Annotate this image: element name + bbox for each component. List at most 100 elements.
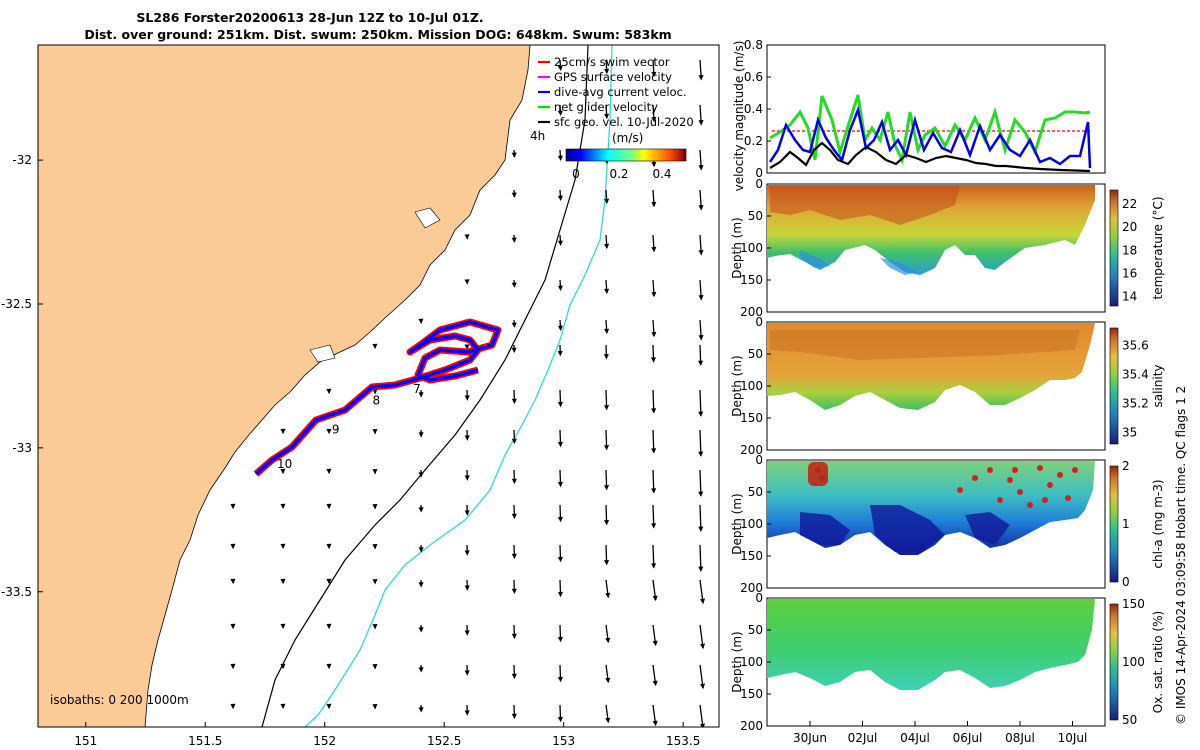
geo-arrow-head xyxy=(651,331,657,338)
geo-arrow xyxy=(699,389,702,416)
colorbar-tick-label: 14 xyxy=(1122,290,1137,304)
geo-arrow-head xyxy=(464,475,470,481)
geo-arrow-head xyxy=(652,720,658,727)
geo-arrow xyxy=(699,429,702,456)
salinity-dark-band xyxy=(770,330,1080,360)
geo-arrow-head xyxy=(698,360,704,366)
chla-spot xyxy=(997,497,1003,503)
depth-axis-label: Depth (m) xyxy=(730,217,744,278)
geo-arrow-head xyxy=(464,630,470,636)
geo-arrow-head xyxy=(700,643,706,650)
geo-arrow-head xyxy=(605,592,611,599)
day-label: 7 xyxy=(413,382,421,396)
geo-arrow-head xyxy=(418,318,424,325)
geo-arrow-head xyxy=(604,68,610,75)
geo-arrow xyxy=(699,504,702,531)
geo-arrow-head xyxy=(464,510,470,516)
dive-avg-current-line xyxy=(768,105,1092,169)
day-label: 10 xyxy=(277,457,292,471)
chla-spot xyxy=(1057,472,1063,478)
geo-arrow-head xyxy=(604,328,610,335)
legend-hour-label: 4h xyxy=(530,129,545,143)
time-tick-label: 04Jul xyxy=(900,731,930,745)
depth-tick-label: 150 xyxy=(740,549,763,563)
geo-arrow-head xyxy=(230,543,236,550)
geo-arrow-head xyxy=(372,343,378,350)
geo-arrow-head xyxy=(557,441,563,448)
sfc-geo-velocity-arrows xyxy=(230,59,706,727)
geo-arrow-head xyxy=(698,566,704,572)
lon-tick-label: 151 xyxy=(74,734,97,748)
colorbar-tick-label: 0 xyxy=(1122,575,1130,589)
geo-arrow-head xyxy=(418,667,424,673)
lat-tick-label: -33 xyxy=(12,441,32,455)
geo-arrow-head xyxy=(326,543,332,550)
geo-arrow-head xyxy=(557,676,563,683)
geo-arrow-head xyxy=(557,556,563,563)
time-tick-label: 02Jul xyxy=(848,731,878,745)
depth-tick-label: 0 xyxy=(755,315,763,329)
geo-arrow-head xyxy=(418,582,424,588)
geo-arrow-head xyxy=(603,445,610,451)
geo-arrow-head xyxy=(372,664,378,670)
geo-arrow-head xyxy=(230,503,236,510)
geo-arrow-head xyxy=(464,279,470,285)
chla-deep-blue xyxy=(800,505,1010,553)
chla-spot xyxy=(987,467,993,473)
chla-colorbar-label: chl-a (mg m-3) xyxy=(1151,479,1165,568)
geo-arrow-head xyxy=(698,411,704,417)
geo-arrow-head xyxy=(700,683,706,690)
geo-arrow-head xyxy=(230,578,236,585)
geo-arrow-head xyxy=(557,155,563,161)
geo-arrow-head xyxy=(326,578,332,585)
geo-arrow-head xyxy=(326,623,332,630)
oxygen-section-fill xyxy=(767,599,1095,690)
velocity-tick-label: 0 xyxy=(755,166,763,180)
geo-arrow-head xyxy=(557,285,563,291)
geo-arrow-head xyxy=(326,503,332,510)
geo-arrow-head xyxy=(372,579,378,585)
colorbar-tick-label: 0.2 xyxy=(609,167,628,181)
track-day-labels: 10 9 8 7 xyxy=(277,382,421,471)
geo-arrow-head xyxy=(698,165,704,171)
salinity-colorbar-label: salinity xyxy=(1151,364,1165,407)
isobath-200m xyxy=(261,45,589,727)
geo-arrow-head xyxy=(557,481,563,488)
oxygen-colorbar-label: Ox. sat. ratio (%) xyxy=(1151,611,1165,713)
depth-tick-label: 200 xyxy=(740,305,763,319)
geo-arrow-head xyxy=(605,677,611,684)
title-line-2: Dist. over ground: 251km. Dist. swum: 25… xyxy=(84,27,671,42)
geo-arrow-head xyxy=(418,707,424,713)
chla-bloom xyxy=(808,462,828,486)
depth-tick-label: 0 xyxy=(755,453,763,467)
geo-arrow-head xyxy=(605,637,611,644)
depth-tick-label: 150 xyxy=(740,411,763,425)
geo-arrow-head xyxy=(651,488,657,494)
glider-track xyxy=(253,318,502,477)
time-tick-label: 08Jul xyxy=(1005,731,1035,745)
geo-arrow-head xyxy=(372,469,378,475)
title-line-1: SL286 Forster20200613 28-Jun 12Z to 10-J… xyxy=(136,10,483,25)
geo-arrow-head xyxy=(698,120,704,126)
speed-colorbar xyxy=(565,148,687,162)
geo-arrow-head xyxy=(418,507,424,513)
geo-arrow-head xyxy=(418,627,424,633)
geo-arrow-head xyxy=(698,451,704,457)
geo-arrow-head xyxy=(230,663,236,670)
temperature-warm-band xyxy=(770,186,960,225)
geo-arrow-head xyxy=(464,710,470,716)
geo-arrow-head xyxy=(464,395,470,401)
colorbar-tick-label: 22 xyxy=(1122,197,1137,211)
geo-arrow-head xyxy=(280,543,286,550)
depth-tick-label: 100 xyxy=(740,517,763,531)
colorbar-tick-label: 35.4 xyxy=(1122,367,1149,381)
geo-arrow-head xyxy=(651,246,657,253)
time-tick-label: 30Jun xyxy=(793,731,827,745)
geo-arrow-head xyxy=(230,703,236,710)
speed-colorbar-ticks: 0 0.2 0.4 xyxy=(572,167,671,181)
salinity-colorbar xyxy=(1109,327,1119,445)
colorbar-tick-label: 18 xyxy=(1122,243,1137,257)
geo-arrow-head xyxy=(698,205,704,211)
